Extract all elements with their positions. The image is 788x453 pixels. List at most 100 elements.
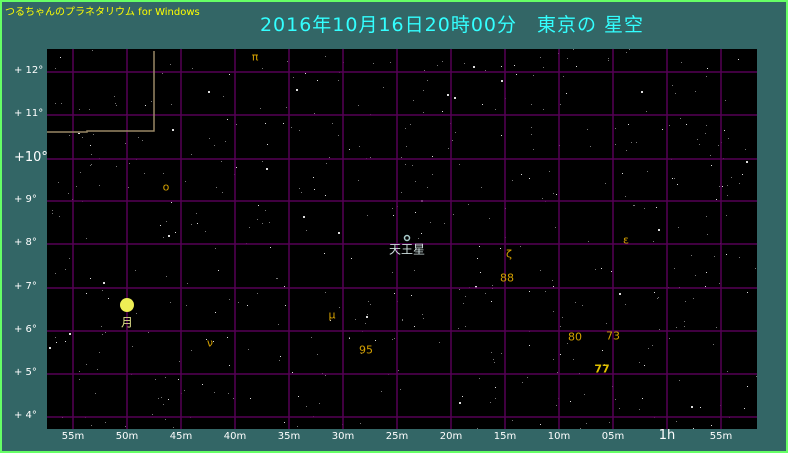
star [163, 404, 164, 405]
star [482, 104, 483, 105]
star [705, 286, 706, 287]
star [79, 379, 80, 380]
star [227, 119, 228, 120]
star [622, 173, 623, 174]
star [270, 247, 271, 248]
ra-label: 1h [658, 428, 676, 443]
star [191, 154, 192, 155]
star [168, 399, 169, 400]
star [283, 123, 284, 124]
star [390, 62, 391, 63]
star [125, 426, 126, 427]
star [514, 65, 515, 66]
star [317, 354, 318, 355]
star [459, 164, 460, 165]
star [491, 352, 492, 353]
star [213, 341, 214, 342]
star [91, 164, 92, 165]
star [580, 428, 581, 429]
star [329, 157, 330, 158]
star [355, 319, 356, 320]
star [706, 125, 707, 126]
star [247, 305, 248, 306]
star [78, 133, 79, 134]
star [171, 202, 172, 203]
star [522, 382, 523, 383]
star [105, 422, 106, 423]
star [727, 195, 728, 196]
star [439, 342, 440, 343]
star [171, 104, 172, 105]
star [684, 326, 685, 327]
star [402, 320, 403, 321]
star [459, 289, 460, 290]
star [634, 205, 635, 206]
star [330, 320, 331, 321]
star-epsilon-label: ε [623, 233, 629, 247]
star [249, 227, 250, 228]
star [228, 393, 229, 394]
star [215, 312, 216, 313]
star [658, 229, 660, 231]
sky-chart[interactable] [47, 49, 757, 429]
star [303, 216, 305, 218]
star [468, 204, 469, 205]
star [527, 377, 528, 378]
star [633, 205, 634, 206]
star [338, 135, 339, 136]
star [674, 268, 675, 269]
star [716, 199, 717, 200]
star [160, 225, 161, 226]
star [553, 193, 554, 194]
star [97, 369, 98, 370]
star [285, 305, 286, 306]
star [719, 186, 720, 187]
star [165, 419, 166, 420]
moon-icon[interactable] [120, 298, 134, 312]
star [306, 406, 307, 407]
uranus-icon[interactable] [403, 234, 411, 242]
star [421, 233, 422, 234]
star [430, 222, 431, 223]
star [262, 161, 263, 162]
star [746, 161, 748, 163]
star [359, 146, 360, 147]
star [566, 93, 567, 94]
star [512, 180, 513, 181]
star [415, 212, 416, 213]
star [325, 195, 326, 196]
dec-label: + 12° [14, 65, 44, 76]
star [552, 280, 553, 281]
star [80, 172, 81, 173]
star [706, 216, 707, 217]
star [128, 187, 129, 188]
star [693, 298, 694, 299]
star [202, 384, 203, 385]
star [601, 268, 602, 269]
star [738, 59, 739, 60]
star [299, 130, 300, 131]
star [553, 286, 554, 287]
star [59, 216, 60, 217]
star [629, 49, 630, 50]
ra-label: 55m [709, 431, 733, 442]
star [370, 157, 371, 158]
star [567, 343, 568, 344]
star [165, 377, 166, 378]
star [383, 87, 384, 88]
star [739, 183, 740, 184]
star [447, 94, 449, 96]
star [205, 231, 206, 232]
star [129, 163, 130, 164]
star [531, 104, 532, 105]
star [305, 73, 306, 74]
ra-label: 25m [385, 431, 409, 442]
star [711, 425, 712, 426]
star [602, 350, 603, 351]
uranus-label: 天王星 [388, 242, 426, 257]
star [444, 223, 445, 224]
star [338, 232, 340, 234]
star [672, 85, 673, 86]
star [286, 107, 287, 108]
star [619, 408, 620, 409]
